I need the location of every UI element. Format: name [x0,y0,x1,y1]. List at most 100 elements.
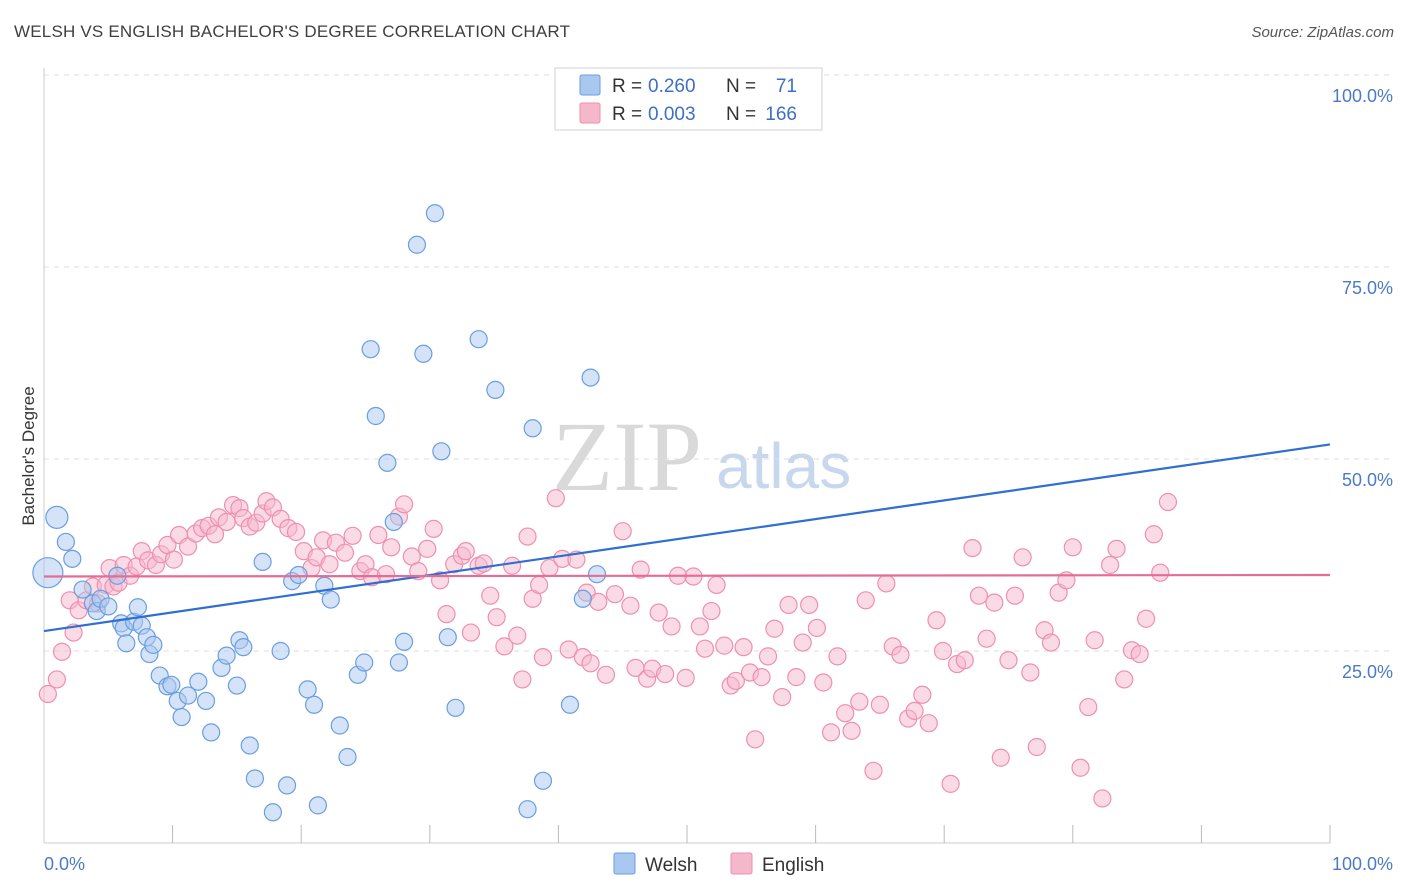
english-point [933,641,953,661]
y-tick-label-75: 75.0% [1342,278,1393,298]
english-point [963,538,982,558]
x-axis-ticks [172,825,1331,843]
english-point [1071,758,1090,777]
y-tick-labels: 25.0% 50.0% 75.0% 100.0% [1332,86,1393,682]
english-point [1151,563,1170,582]
english-point [343,526,362,545]
trend-lines [43,443,1331,633]
watermark-zip: ZIP [552,401,702,512]
english-point [394,495,414,514]
welsh-point [486,380,505,399]
english-point [649,603,668,622]
english-point [487,608,506,627]
welsh-point [394,632,414,651]
welsh-point [330,716,349,735]
english-point [437,605,456,624]
english-point [1005,586,1025,605]
english-point [1027,737,1046,757]
legend-welsh-r-label: R = [612,76,642,97]
y-tick-label-50: 50.0% [1342,470,1393,490]
legend-box: R = 0.260 N = 71 R = 0.003 N = 166 [554,67,823,131]
welsh-point [378,453,397,472]
english-point [1085,631,1104,650]
welsh-point [560,695,580,714]
welsh-point [189,672,208,691]
welsh-point [263,803,283,822]
welsh-point [32,557,64,589]
welsh-point [533,771,553,790]
english-point [1130,644,1149,664]
english-point [1137,609,1156,628]
english-point [513,670,532,689]
welsh-point [245,769,265,788]
english-point [382,538,401,557]
welsh-point [227,676,246,695]
english-point [814,673,833,692]
english-point [1093,789,1112,808]
welsh-point [308,796,328,815]
welsh-point [45,505,69,529]
english-point [205,525,225,544]
english-point [807,618,826,638]
welsh-point [271,641,290,661]
english-point [800,595,819,615]
english-point [530,575,549,595]
english-point [320,555,339,574]
english-point [456,542,475,561]
english-point [836,704,855,723]
english-point [546,489,565,508]
watermark-atlas: atlas [716,430,851,502]
welsh-point [366,406,385,426]
welsh-point [338,747,357,767]
welsh-point [469,330,488,349]
y-axis-label: Bachelor's Degree [19,386,38,525]
english-point [1063,538,1082,557]
english-point [508,626,527,645]
welsh-point [202,723,221,742]
english-point [758,647,778,666]
english-point [1041,633,1061,652]
bottom-legend-welsh-label: Welsh [645,855,697,876]
english-point [991,748,1010,767]
legend-english-n-label: N = [726,104,756,125]
welsh-point [289,565,308,585]
bottom-legend-english-swatch [730,852,753,875]
english-point [850,692,869,711]
english-point [613,522,632,541]
english-point [1100,555,1120,575]
english-point [999,651,1018,670]
english-point [985,593,1004,612]
english-point [1144,525,1163,544]
x-tick-label-100: 100.0% [1332,854,1393,874]
welsh-point [128,598,147,617]
english-point [690,617,709,636]
english-point [941,774,960,793]
english-point [461,623,481,642]
welsh-point [389,653,409,672]
welsh-point [234,638,253,657]
welsh-point [573,589,592,608]
english-point [1021,663,1040,682]
english-point [707,575,726,595]
welsh-point [384,512,403,532]
english-point [870,695,890,714]
english-point [695,639,715,658]
welsh-point [523,419,542,438]
english-point [787,668,806,687]
legend-welsh-r-value: 0.260 [648,76,696,97]
english-point [605,585,625,604]
welsh-point [217,646,236,665]
english-point [376,565,396,584]
legend-welsh-n-value: 71 [776,76,797,97]
english-point [164,550,183,569]
welsh-point [298,680,317,699]
english-point [828,647,847,666]
english-point [715,636,734,655]
welsh-point [172,707,191,727]
welsh-point [73,580,92,599]
english-point [621,596,640,615]
english-point [779,595,798,615]
english-point [495,637,514,656]
welsh-point [581,368,600,387]
english-point [1107,539,1126,558]
